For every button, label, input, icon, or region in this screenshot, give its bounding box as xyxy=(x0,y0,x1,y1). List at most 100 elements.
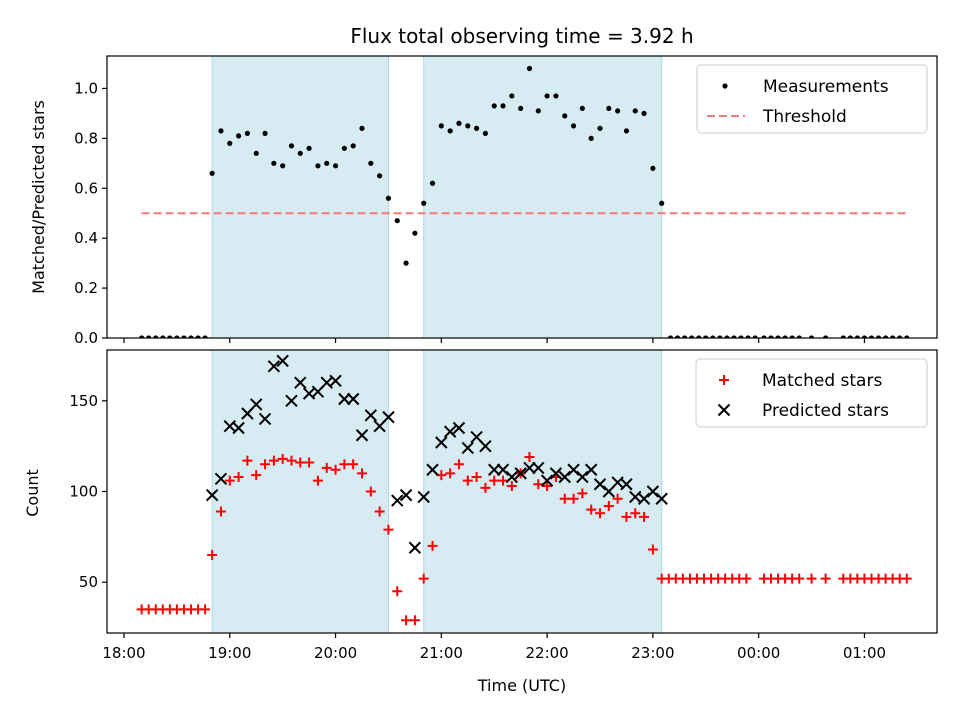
data-point xyxy=(235,133,242,139)
y-tick-label: 0.2 xyxy=(74,279,98,297)
data-point xyxy=(480,482,491,493)
data-point xyxy=(579,105,585,112)
data-point xyxy=(227,140,233,146)
x-tick-label: 22:00 xyxy=(525,644,568,662)
data-point xyxy=(594,508,605,519)
legend-label: Predicted stars xyxy=(762,401,889,421)
data-point xyxy=(461,441,474,455)
data-point xyxy=(489,475,500,486)
data-point xyxy=(253,150,259,156)
data-point xyxy=(559,493,570,504)
data-point xyxy=(188,335,194,338)
plot-frame xyxy=(106,55,938,339)
data-point xyxy=(453,459,464,470)
y-tick-label: 0.0 xyxy=(74,329,98,347)
y-tick-label: 0.6 xyxy=(74,179,98,197)
y-tick-label: 1.0 xyxy=(74,79,98,97)
legend-marker xyxy=(717,403,731,417)
data-point xyxy=(655,492,668,505)
data-point xyxy=(374,506,385,517)
data-point xyxy=(224,475,235,486)
data-point xyxy=(820,573,831,584)
data-point xyxy=(496,463,510,476)
data-point xyxy=(532,461,545,475)
data-point xyxy=(491,103,497,109)
data-point xyxy=(295,457,306,468)
data-point xyxy=(875,335,882,338)
data-point xyxy=(584,463,598,476)
y-tick-label: 0.8 xyxy=(74,129,98,147)
data-point xyxy=(200,604,211,615)
data-point xyxy=(847,335,853,338)
series-measurements xyxy=(139,65,910,338)
data-point xyxy=(368,160,374,166)
data-point xyxy=(403,260,409,266)
data-point xyxy=(365,486,376,497)
data-point xyxy=(568,493,579,504)
data-point xyxy=(808,335,815,338)
data-point xyxy=(890,335,896,338)
data-point xyxy=(789,335,795,338)
data-point xyxy=(409,615,420,626)
data-point xyxy=(752,335,758,338)
data-point xyxy=(139,335,145,338)
legend-label: Threshold xyxy=(762,107,847,127)
data-point xyxy=(174,335,180,338)
data-point xyxy=(823,335,829,338)
data-point xyxy=(696,335,702,338)
data-point xyxy=(731,335,737,338)
data-point xyxy=(524,452,535,463)
data-point xyxy=(359,125,365,131)
shaded-interval-1 xyxy=(423,349,663,634)
data-point xyxy=(356,468,367,479)
y-tick-label: 150 xyxy=(69,392,98,410)
data-point xyxy=(383,524,394,535)
data-point xyxy=(207,549,218,560)
data-point xyxy=(724,335,730,338)
data-point xyxy=(646,485,660,498)
data-point xyxy=(251,470,262,481)
data-point xyxy=(262,130,268,136)
data-point xyxy=(218,128,224,134)
data-point xyxy=(650,165,656,171)
data-point xyxy=(294,376,307,389)
data-point xyxy=(630,508,641,519)
data-point xyxy=(329,374,342,388)
data-point xyxy=(549,467,563,480)
data-point xyxy=(577,488,588,499)
data-point xyxy=(637,492,651,505)
legend-label: Measurements xyxy=(763,77,889,97)
data-point xyxy=(341,145,347,151)
data-point xyxy=(606,105,612,112)
data-point xyxy=(338,392,351,406)
data-point xyxy=(553,93,559,99)
data-point xyxy=(382,410,395,424)
data-point xyxy=(593,478,607,491)
shaded-interval-0 xyxy=(211,55,389,339)
data-point xyxy=(445,468,456,479)
data-point xyxy=(782,335,788,338)
data-point xyxy=(506,481,517,492)
data-point xyxy=(258,412,272,426)
data-point xyxy=(394,218,400,224)
legend: Measurements Threshold xyxy=(696,64,928,134)
data-point xyxy=(612,493,623,504)
data-point xyxy=(443,425,457,438)
data-point xyxy=(260,459,271,470)
y-tick-label: 50 xyxy=(79,573,98,591)
y-tick-label: 0.4 xyxy=(74,229,98,247)
chart-title: Flux total observing time = 3.92 h xyxy=(350,24,693,48)
data-point xyxy=(623,128,630,134)
data-point xyxy=(297,150,303,156)
data-point xyxy=(796,335,802,338)
data-point xyxy=(385,195,392,201)
data-point xyxy=(674,335,681,338)
bottom-plot-counts: 50 100 150 18:00 19:00 20:00 21:00 22:00 23:00 00… xyxy=(69,349,938,662)
data-point xyxy=(435,436,448,449)
data-point xyxy=(250,398,263,411)
data-point xyxy=(710,335,716,338)
data-point xyxy=(332,163,339,169)
data-point xyxy=(465,123,471,129)
data-point xyxy=(544,93,550,99)
x-tick-label: 01:00 xyxy=(843,644,886,662)
